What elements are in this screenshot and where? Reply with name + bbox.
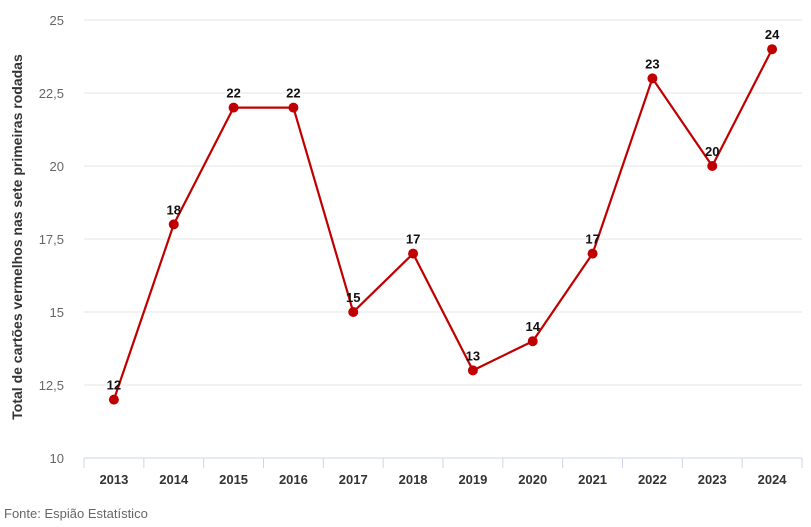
y-axis-label: Total de cartões vermelhos nas sete prim… bbox=[9, 54, 25, 420]
x-tick-label: 2013 bbox=[99, 472, 128, 487]
data-point bbox=[168, 219, 179, 230]
y-tick-label: 25 bbox=[50, 13, 64, 28]
series bbox=[108, 44, 778, 405]
data-point bbox=[767, 44, 778, 55]
data-label: 20 bbox=[705, 144, 719, 159]
y-tick-label: 22,5 bbox=[39, 86, 64, 101]
data-label: 22 bbox=[226, 86, 240, 101]
source-note: Fonte: Espião Estatístico bbox=[4, 506, 148, 521]
data-label: 23 bbox=[645, 56, 659, 71]
data-point bbox=[527, 336, 538, 347]
x-tick-label: 2016 bbox=[279, 472, 308, 487]
x-tick-label: 2020 bbox=[518, 472, 547, 487]
data-point bbox=[288, 102, 299, 113]
x-tick-label: 2023 bbox=[698, 472, 727, 487]
x-tick-label: 2014 bbox=[159, 472, 189, 487]
x-tick-label: 2015 bbox=[219, 472, 248, 487]
data-label: 13 bbox=[466, 348, 480, 363]
data-point bbox=[707, 161, 718, 171]
data-point bbox=[228, 102, 239, 113]
y-tick-label: 12,5 bbox=[39, 378, 64, 393]
x-tick-label: 2022 bbox=[638, 472, 667, 487]
y-tick-label: 10 bbox=[50, 451, 64, 466]
data-label: 22 bbox=[286, 86, 300, 101]
x-tick-label: 2021 bbox=[578, 472, 607, 487]
data-point bbox=[587, 248, 598, 259]
data-labels: 12 18 22 22 15 17 13 14 17 23 20 24 bbox=[107, 27, 780, 392]
data-label: 14 bbox=[526, 319, 541, 334]
y-axis-ticks: 10 12,5 15 17,5 20 22,5 25 bbox=[39, 13, 64, 466]
x-tick-label: 2018 bbox=[399, 472, 428, 487]
y-tick-label: 15 bbox=[50, 305, 64, 320]
y-tick-label: 20 bbox=[50, 159, 64, 174]
data-label: 17 bbox=[406, 232, 420, 247]
data-point bbox=[108, 394, 119, 405]
x-tick-label: 2024 bbox=[758, 472, 788, 487]
y-tick-label: 17,5 bbox=[39, 232, 64, 247]
data-point bbox=[348, 307, 359, 317]
x-tick-label: 2019 bbox=[458, 472, 487, 487]
x-tick-label: 2017 bbox=[339, 472, 368, 487]
data-label: 15 bbox=[346, 290, 360, 305]
data-label: 24 bbox=[765, 27, 780, 42]
x-axis: 2013 2014 2015 2016 2017 2018 2019 2020 2021 2022… bbox=[83, 457, 803, 487]
data-label: 17 bbox=[585, 232, 599, 247]
data-label: 12 bbox=[107, 378, 121, 393]
data-point bbox=[467, 365, 478, 376]
series-line bbox=[112, 48, 774, 400]
data-point bbox=[408, 248, 419, 259]
data-point bbox=[647, 73, 658, 84]
grid-lines bbox=[84, 19, 802, 386]
data-label: 18 bbox=[167, 202, 181, 217]
